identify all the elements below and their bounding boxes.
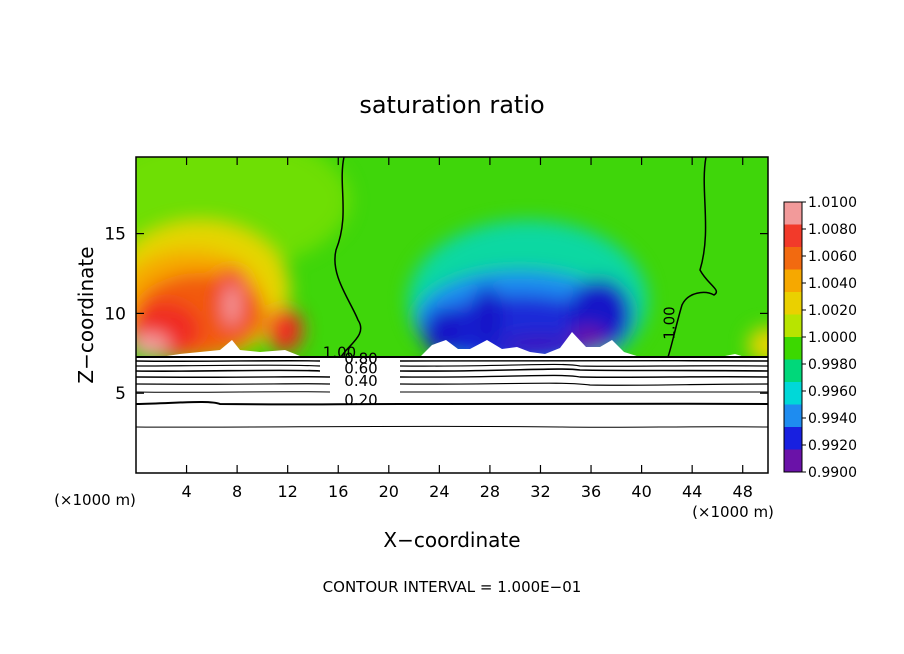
colorbar-label: 0.9940 [808, 411, 857, 427]
contour-label: 1.00 [660, 306, 678, 339]
colorbar-swatch [784, 382, 802, 405]
colorbar-swatch [784, 224, 802, 248]
colorbar-swatch [784, 314, 802, 338]
colorbar-label: 0.9960 [808, 384, 857, 400]
y-tick-label: 5 [115, 384, 126, 404]
colorbar-label: 1.0040 [808, 276, 857, 292]
colorbar-label: 1.0080 [808, 222, 857, 238]
x-tick-label: 44 [682, 482, 702, 501]
contour-lines [136, 157, 768, 428]
x-tick-label: 12 [278, 482, 298, 501]
x-tick-label: 36 [581, 482, 601, 501]
colorbar-label: 0.9920 [808, 438, 857, 454]
colorbar-swatch [784, 292, 802, 315]
colorbar-label: 1.0060 [808, 249, 857, 265]
x-axis-label: X−coordinate [383, 528, 520, 552]
colorbar-swatch [784, 427, 802, 450]
contour-label: 0.80 [344, 350, 377, 368]
contour-label: 1.00 [323, 343, 356, 361]
y-axis: 5 10 15 [104, 225, 768, 404]
contour-label: 0.40 [344, 372, 377, 390]
y-tick-label: 10 [104, 304, 126, 324]
colorbar-swatch [784, 404, 802, 428]
chart-title: saturation ratio [359, 91, 544, 119]
plot-frame [135, 156, 769, 474]
x-unit-right: (×1000 m) [692, 503, 774, 521]
x-tick-label: 48 [733, 482, 753, 501]
colorbar-swatch [784, 247, 802, 270]
x-tick-label: 40 [631, 482, 651, 501]
x-tick-label: 28 [480, 482, 500, 501]
x-unit-left: (×1000 m) [54, 491, 136, 509]
y-tick-label: 15 [104, 225, 126, 245]
contour-label: 0.60 [344, 359, 377, 377]
y-axis-label: Z−coordinate [74, 246, 98, 383]
x-axis: 4 8 12 16 20 24 28 32 36 40 44 48 [181, 157, 753, 501]
x-tick-label: 24 [429, 482, 449, 501]
colorbar-swatch [784, 202, 802, 225]
colorbar-swatch [784, 449, 802, 473]
contour-interval-note: CONTOUR INTERVAL = 1.000E−01 [323, 578, 582, 596]
colorbar-label: 1.0020 [808, 303, 857, 319]
x-tick-label: 4 [181, 482, 191, 501]
colorbar-swatch [784, 337, 802, 360]
x-tick-label: 8 [232, 482, 242, 501]
colorbar: 1.0100 1.0080 1.0060 1.0040 1.0020 1.0000 0.99… [783, 195, 857, 481]
colorbar-label: 0.9980 [808, 357, 857, 373]
colorbar-label: 1.0100 [808, 195, 857, 211]
x-tick-label: 32 [530, 482, 550, 501]
plot-area [136, 157, 768, 473]
colorbar-label: 0.9900 [808, 465, 857, 481]
colorbar-swatch [784, 359, 802, 383]
x-tick-label: 16 [328, 482, 348, 501]
white-lower-region [136, 332, 768, 473]
contour-labels: 1.000.800.600.400.201.00 [323, 306, 679, 409]
contour-label: 0.20 [344, 391, 377, 409]
colorbar-label: 1.0000 [808, 330, 857, 346]
x-tick-label: 20 [379, 482, 399, 501]
colorbar-swatch [784, 269, 802, 293]
